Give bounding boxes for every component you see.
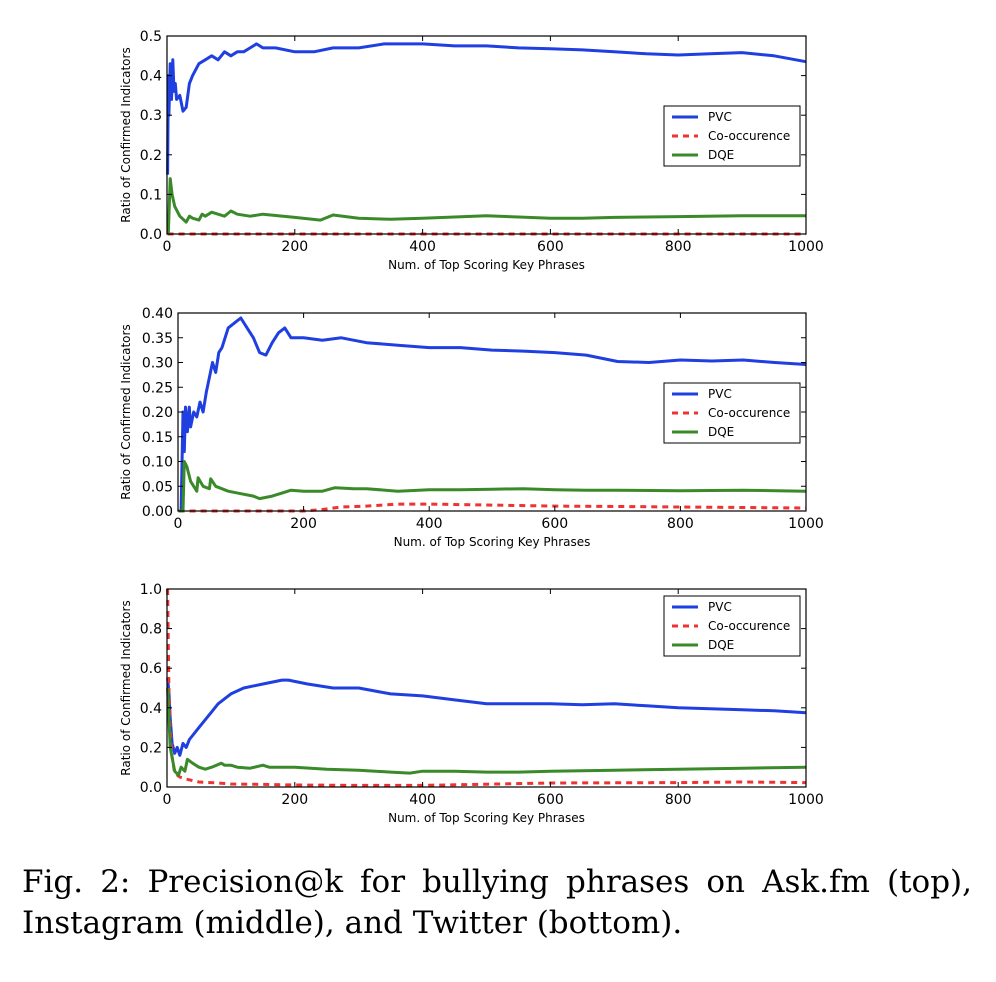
legend: PVC Co-occurence DQE	[663, 105, 801, 167]
x-tick-label: 400	[409, 792, 436, 808]
legend-label-pvc: PVC	[708, 110, 732, 124]
x-axis-label: Num. of Top Scoring Key Phrases	[394, 535, 591, 549]
chart-askfm: 0 200 400 600 800 1000 0.0 0.1 0.2 0.3 0.4 0.5 Num. …	[119, 29, 824, 272]
y-tick-label: 0.0	[140, 227, 162, 243]
y-tick-label: 0.00	[142, 504, 173, 520]
chart-instagram: 0 200 400 600 800 1000 0.00 0.05 0.10 0.15 0.20 0.2…	[119, 306, 824, 549]
y-tick-label: 0.4	[140, 701, 162, 717]
y-tick-label: 0.3	[140, 108, 162, 124]
series-line-dqe	[166, 687, 807, 777]
y-tick-label: 0.35	[142, 331, 173, 347]
legend-label-dqe: DQE	[708, 148, 734, 162]
y-tick-label: 0.10	[142, 455, 173, 471]
legend-label-co-occurence: Co-occurence	[708, 619, 790, 633]
series-line-pvc	[166, 677, 807, 757]
y-tick-label: 0.40	[142, 306, 173, 322]
x-tick-label: 0	[163, 792, 172, 808]
series-line-co-occurence	[178, 502, 807, 513]
legend-label-pvc: PVC	[708, 387, 732, 401]
legend: PVC Co-occurence DQE	[663, 382, 801, 444]
legend-label-pvc: PVC	[708, 600, 732, 614]
x-tick-label: 0	[163, 239, 172, 255]
y-tick-label: 0.2	[140, 740, 162, 756]
x-tick-label: 600	[537, 239, 564, 255]
x-tick-label: 800	[665, 792, 692, 808]
y-tick-label: 0.30	[142, 356, 173, 372]
y-tick-label: 1.0	[140, 582, 162, 598]
y-tick-label: 0.4	[140, 69, 162, 85]
chart-twitter: 0 200 400 600 800 1000 0.0 0.2 0.4 0.6 0.8 1.0 Num. …	[119, 582, 824, 825]
x-tick-label: 600	[541, 516, 568, 532]
series-line-dqe	[178, 460, 807, 513]
y-tick-label: 0.5	[140, 29, 162, 45]
plot-frame	[166, 35, 807, 235]
figure-caption: Fig. 2: Precision@k for bullying phrases…	[22, 864, 972, 941]
x-axis-label: Num. of Top Scoring Key Phrases	[388, 258, 585, 272]
x-tick-label: 0	[174, 516, 183, 532]
y-tick-label: 0.6	[140, 661, 162, 677]
series-line-pvc	[178, 316, 807, 513]
y-axis-label: Ratio of Confirmed Indicators	[119, 47, 133, 222]
series-line-co-occurence	[166, 588, 807, 787]
plot-frame	[166, 588, 807, 788]
legend: PVC Co-occurence DQE	[663, 595, 801, 657]
y-tick-label: 0.25	[142, 380, 173, 396]
x-tick-label: 800	[667, 516, 694, 532]
x-tick-label: 400	[409, 239, 436, 255]
x-tick-label: 1000	[788, 516, 824, 532]
y-tick-label: 0.8	[140, 622, 162, 638]
y-tick-label: 0.05	[142, 479, 173, 495]
legend-label-co-occurence: Co-occurence	[708, 406, 790, 420]
x-tick-label: 200	[281, 792, 308, 808]
legend-label-co-occurence: Co-occurence	[708, 129, 790, 143]
legend-label-dqe: DQE	[708, 638, 734, 652]
x-tick-label: 200	[290, 516, 317, 532]
x-axis-label: Num. of Top Scoring Key Phrases	[388, 811, 585, 825]
y-axis-label: Ratio of Confirmed Indicators	[119, 600, 133, 775]
y-tick-label: 0.20	[142, 405, 173, 421]
y-tick-label: 0.15	[142, 430, 173, 446]
legend-label-dqe: DQE	[708, 425, 734, 439]
y-tick-label: 0.0	[140, 780, 162, 796]
x-tick-label: 800	[665, 239, 692, 255]
series-line-pvc	[166, 42, 807, 175]
y-axis-label: Ratio of Confirmed Indicators	[119, 324, 133, 499]
x-tick-label: 600	[537, 792, 564, 808]
y-tick-label: 0.1	[140, 187, 162, 203]
x-tick-label: 400	[416, 516, 443, 532]
x-tick-label: 1000	[788, 792, 824, 808]
series-line-dqe	[166, 177, 806, 235]
x-tick-label: 200	[281, 239, 308, 255]
y-tick-label: 0.2	[140, 148, 162, 164]
x-tick-label: 1000	[788, 239, 824, 255]
